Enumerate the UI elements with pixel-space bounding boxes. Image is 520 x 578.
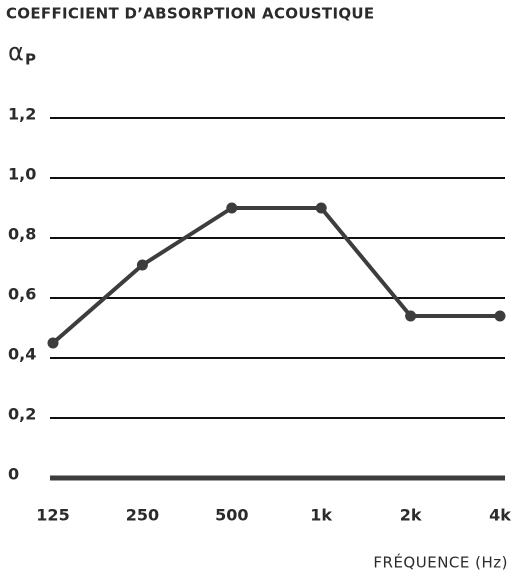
data-point <box>315 202 327 214</box>
y-tick-label: 0,4 <box>8 345 36 364</box>
y-tick-label: 1,0 <box>8 165 36 184</box>
y-tick-label: 0 <box>8 465 19 484</box>
y-tick-label: 0,6 <box>8 285 36 304</box>
x-axis-label: FRÉQUENCE (Hz) <box>373 553 508 572</box>
data-point <box>47 337 59 349</box>
y-axis-label: α <box>8 38 24 66</box>
y-tick-label: 0,8 <box>8 225 36 244</box>
x-tick-label: 250 <box>126 506 159 525</box>
y-tick-label: 1,2 <box>8 105 36 124</box>
x-tick-label: 2k <box>400 506 422 525</box>
data-line <box>51 206 500 345</box>
chart-title: COEFFICIENT D’ABSORPTION ACOUSTIQUE <box>6 5 374 23</box>
data-point <box>136 259 148 271</box>
data-point <box>405 310 417 322</box>
y-axis-label-subscript: P <box>25 51 36 69</box>
data-point <box>494 310 506 322</box>
data-point <box>226 202 238 214</box>
x-tick-label: 500 <box>215 506 248 525</box>
y-tick-label: 0,2 <box>8 405 36 424</box>
x-tick-label: 4k <box>489 506 511 525</box>
x-tick-label: 125 <box>36 506 69 525</box>
x-tick-label: 1k <box>310 506 332 525</box>
